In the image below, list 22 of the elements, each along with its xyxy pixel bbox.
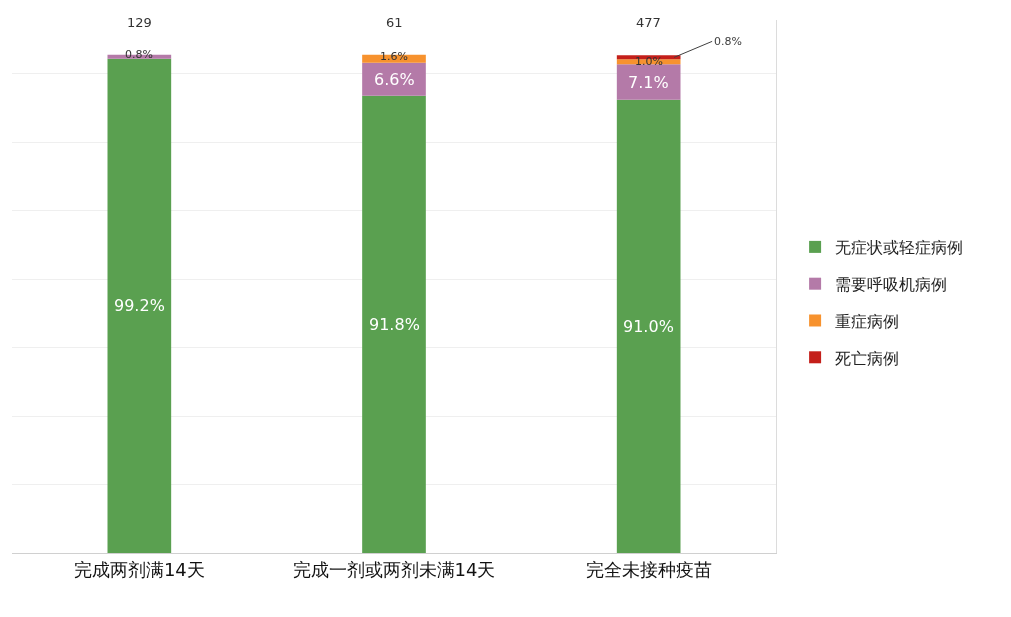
- annotation: 61: [386, 15, 403, 30]
- data-label: 91.0%: [623, 317, 674, 336]
- data-label: 0.8%: [125, 48, 153, 61]
- data-label: 6.6%: [374, 70, 415, 89]
- data-label: 7.1%: [628, 73, 669, 92]
- x-tick-label: 完成一剂或两剂未满14天: [292, 558, 496, 580]
- data-label: 0.8%: [714, 35, 742, 48]
- data-label: 91.8%: [369, 315, 420, 334]
- bar: [616, 99, 681, 553]
- legend-label: 无症状或轻症病例: [835, 238, 964, 258]
- legend-label: 需要呼吸机病例: [835, 274, 948, 294]
- x-tick-label: 完成两剂满14天: [73, 558, 205, 580]
- legend-label: 重症病例: [835, 311, 900, 331]
- legend-label: 死亡病例: [835, 348, 900, 368]
- data-label: 1.0%: [635, 55, 663, 68]
- annotation: 477: [636, 15, 661, 30]
- bar: [362, 95, 426, 553]
- x-tick-label: 完全未接种疫苗: [585, 558, 712, 580]
- bar: [616, 64, 681, 100]
- annotation: 129: [127, 15, 152, 30]
- data-label: 99.2%: [114, 296, 165, 315]
- bar: [107, 58, 172, 553]
